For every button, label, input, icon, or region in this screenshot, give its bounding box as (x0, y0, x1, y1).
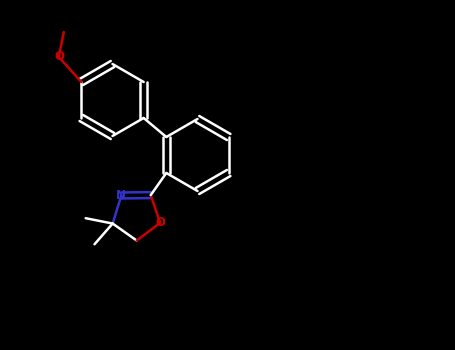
Text: N: N (116, 189, 126, 202)
Text: O: O (155, 216, 165, 229)
Text: O: O (55, 50, 65, 63)
